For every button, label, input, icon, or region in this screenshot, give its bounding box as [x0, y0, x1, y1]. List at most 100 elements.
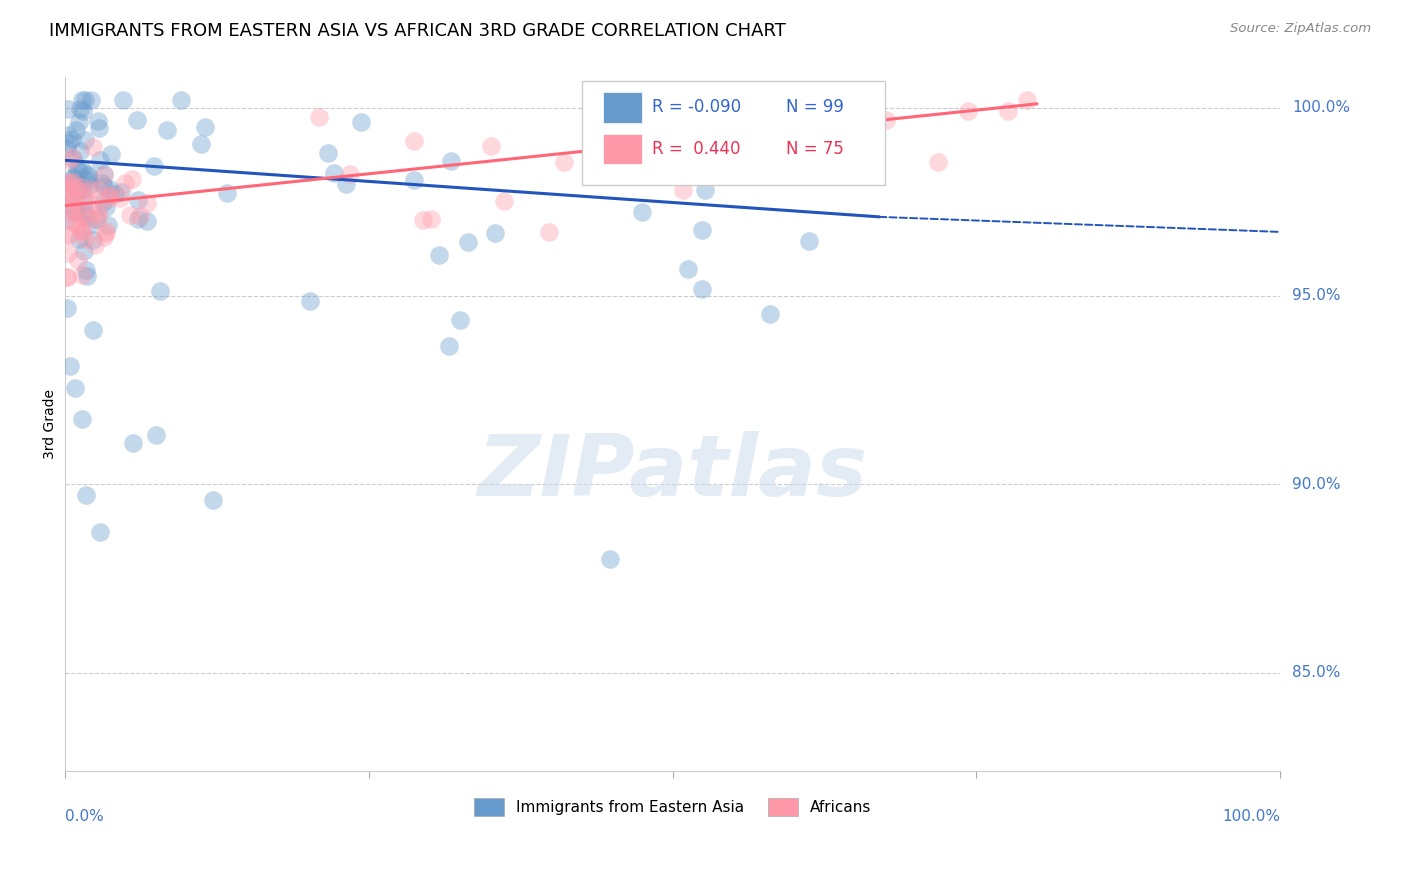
Point: [56, 212, 79, 227]
Point: [339, 167, 361, 181]
Point: [94, 224, 117, 238]
Point: [82, 323, 104, 337]
Point: [156, 123, 179, 137]
Point: [87, 207, 110, 221]
Point: [676, 262, 699, 277]
Point: [93, 178, 115, 193]
Point: [316, 146, 339, 161]
Text: IMMIGRANTS FROM EASTERN ASIA VS AFRICAN 3RD GRADE CORRELATION CHART: IMMIGRANTS FROM EASTERN ASIA VS AFRICAN …: [49, 22, 786, 40]
Point: [58, 177, 80, 191]
Point: [60, 150, 83, 164]
Point: [70, 180, 93, 194]
Point: [449, 313, 471, 327]
Point: [797, 235, 820, 249]
Point: [69, 185, 91, 199]
Point: [93, 167, 115, 181]
Point: [80, 182, 103, 196]
Point: [72, 208, 94, 222]
Point: [72, 224, 94, 238]
Point: [59, 201, 82, 215]
Point: [66, 252, 89, 267]
Point: [404, 134, 426, 148]
Point: [58, 227, 80, 242]
Point: [997, 103, 1019, 118]
Point: [96, 200, 118, 214]
FancyBboxPatch shape: [603, 92, 643, 122]
Point: [55, 227, 77, 242]
Point: [335, 177, 357, 191]
Point: [63, 204, 86, 219]
Point: [72, 104, 94, 119]
Point: [91, 195, 114, 210]
Text: 95.0%: 95.0%: [1292, 288, 1340, 303]
Point: [73, 244, 96, 259]
Point: [56, 136, 79, 151]
Text: 85.0%: 85.0%: [1292, 665, 1340, 681]
Point: [135, 195, 157, 210]
Point: [55, 301, 77, 315]
Point: [755, 93, 778, 107]
Point: [70, 412, 93, 426]
Point: [693, 183, 716, 197]
Point: [484, 226, 506, 240]
Y-axis label: 3rd Grade: 3rd Grade: [44, 389, 58, 459]
Point: [77, 173, 100, 187]
Point: [60, 196, 83, 211]
Point: [754, 95, 776, 109]
Point: [67, 164, 90, 178]
Point: [82, 233, 104, 247]
Point: [87, 203, 110, 218]
Text: R =  0.440: R = 0.440: [652, 140, 741, 158]
Point: [127, 113, 149, 128]
Point: [592, 169, 614, 183]
Point: [73, 210, 96, 224]
Point: [754, 134, 776, 148]
Point: [537, 225, 560, 239]
Point: [58, 246, 80, 260]
Point: [62, 171, 84, 186]
Point: [427, 248, 450, 262]
Point: [79, 197, 101, 211]
Point: [70, 226, 93, 240]
Point: [479, 139, 502, 153]
Point: [349, 115, 371, 129]
Point: [62, 169, 84, 184]
Point: [94, 227, 117, 241]
Point: [73, 133, 96, 147]
Point: [149, 284, 172, 298]
Point: [66, 183, 89, 197]
Point: [457, 235, 479, 250]
Point: [62, 153, 84, 167]
Point: [86, 212, 108, 227]
Point: [420, 211, 443, 226]
Point: [86, 183, 108, 197]
Point: [927, 154, 949, 169]
Point: [957, 104, 980, 119]
Point: [437, 338, 460, 352]
Point: [58, 189, 80, 203]
Point: [108, 191, 131, 205]
Point: [79, 211, 101, 225]
Text: N = 75: N = 75: [786, 140, 844, 158]
Point: [111, 93, 134, 107]
Point: [76, 263, 98, 277]
Point: [104, 187, 127, 202]
Text: Source: ZipAtlas.com: Source: ZipAtlas.com: [1230, 22, 1371, 36]
Point: [83, 237, 105, 252]
Point: [93, 230, 115, 244]
Point: [87, 121, 110, 136]
Point: [599, 551, 621, 566]
Point: [58, 103, 80, 117]
Point: [1017, 93, 1039, 107]
Point: [128, 209, 150, 223]
Point: [323, 166, 346, 180]
Point: [63, 190, 86, 204]
Point: [308, 110, 330, 124]
Point: [98, 187, 121, 202]
Point: [55, 141, 77, 155]
Point: [672, 183, 695, 197]
Point: [59, 359, 82, 373]
Point: [69, 102, 91, 116]
Point: [70, 210, 93, 224]
Point: [73, 202, 96, 217]
